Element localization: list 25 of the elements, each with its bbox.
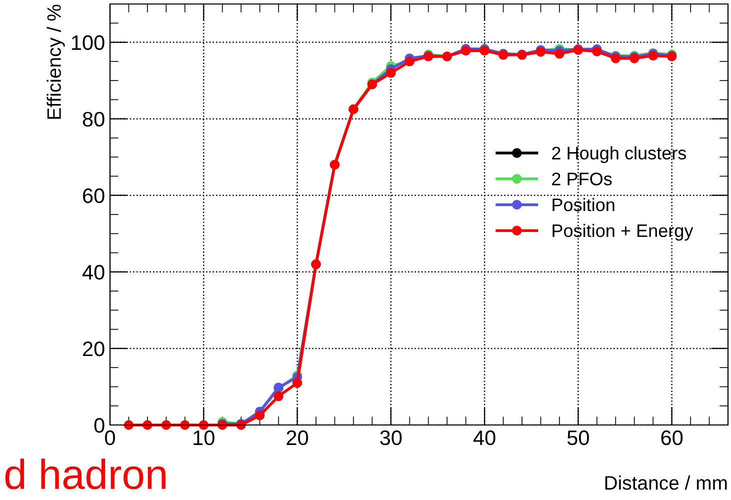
y-axis-title: Efficiency / % bbox=[46, 4, 65, 119]
y-tick-label: 60 bbox=[83, 188, 104, 204]
point bbox=[274, 391, 284, 402]
x-tick-label: 40 bbox=[473, 430, 496, 446]
point bbox=[386, 68, 396, 78]
point bbox=[292, 378, 302, 388]
point bbox=[554, 48, 564, 59]
y-tick-label: 100 bbox=[72, 35, 104, 50]
legend-label: 2 PFOs bbox=[552, 172, 612, 186]
point bbox=[254, 410, 265, 420]
legend-label: Position + Energy bbox=[552, 224, 694, 241]
x-axis-title: Distance / mm bbox=[605, 476, 727, 490]
x-tick-label: 30 bbox=[380, 430, 402, 446]
legend-label: Position bbox=[552, 198, 614, 212]
y-tick-label: 20 bbox=[83, 341, 104, 356]
x-tick-label: 60 bbox=[661, 430, 683, 446]
y-tick-label: 80 bbox=[82, 112, 104, 127]
legend-label: 2 Hough clusters bbox=[552, 146, 686, 164]
text: d hadron bbox=[5, 458, 166, 490]
x-tick-label: 0 bbox=[105, 430, 115, 446]
x-tick-label: 10 bbox=[194, 430, 214, 446]
x-tick-label: 20 bbox=[286, 430, 308, 446]
y-tick-label: 40 bbox=[82, 264, 104, 280]
x-tick-label: 50 bbox=[567, 430, 589, 446]
y-tick-label: 0 bbox=[94, 418, 104, 433]
